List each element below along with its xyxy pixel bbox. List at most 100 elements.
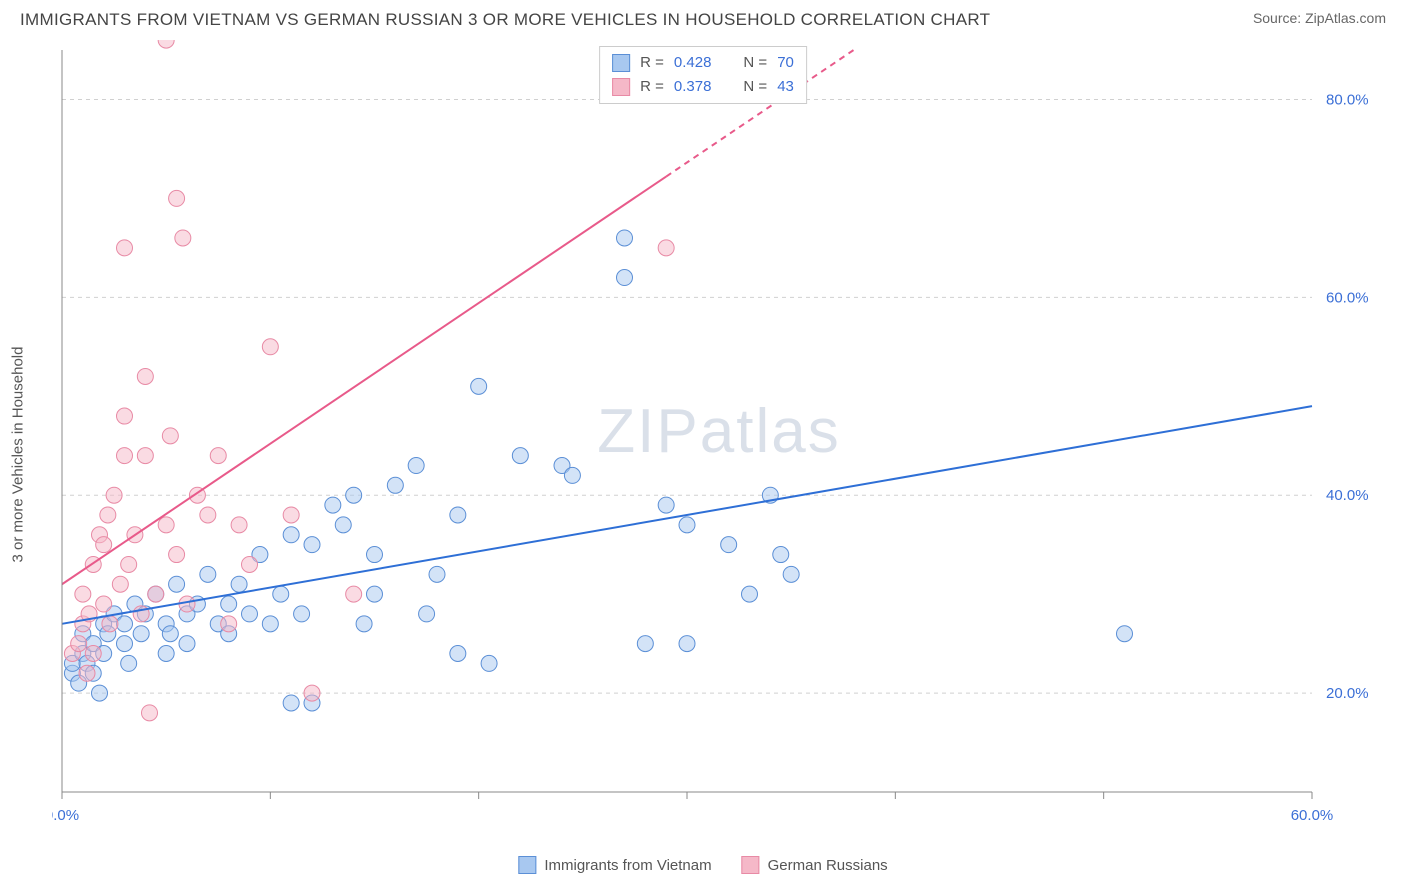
data-point <box>325 497 341 513</box>
data-point <box>564 467 580 483</box>
data-point <box>158 517 174 533</box>
data-point <box>158 645 174 661</box>
data-point <box>137 448 153 464</box>
series-legend: Immigrants from Vietnam German Russians <box>518 856 887 874</box>
data-point <box>79 665 95 681</box>
data-point <box>283 507 299 523</box>
data-point <box>742 586 758 602</box>
data-point <box>137 368 153 384</box>
data-point <box>658 497 674 513</box>
data-point <box>512 448 528 464</box>
data-point <box>117 408 133 424</box>
data-point <box>121 655 137 671</box>
data-point <box>450 645 466 661</box>
data-point <box>304 685 320 701</box>
legend-r-value: 0.378 <box>674 75 712 99</box>
correlation-legend-row: R =0.428N =70 <box>612 51 794 75</box>
data-point <box>100 507 116 523</box>
data-point <box>367 547 383 563</box>
data-point <box>162 626 178 642</box>
legend-n-label: N = <box>743 75 767 99</box>
data-point <box>304 537 320 553</box>
data-point <box>92 685 108 701</box>
data-point <box>117 636 133 652</box>
data-point <box>221 596 237 612</box>
data-point <box>117 240 133 256</box>
data-point <box>419 606 435 622</box>
data-point <box>231 517 247 533</box>
svg-text:60.0%: 60.0% <box>1291 807 1334 824</box>
data-point <box>773 547 789 563</box>
data-point <box>242 556 258 572</box>
data-point <box>71 636 87 652</box>
data-point <box>158 40 174 48</box>
correlation-legend: R = 0.428 N = 70R = 0.378 N = 43 <box>599 46 807 104</box>
data-point <box>96 596 112 612</box>
data-point <box>200 507 216 523</box>
data-point <box>273 586 289 602</box>
data-point <box>117 616 133 632</box>
data-point <box>162 428 178 444</box>
scatter-chart: 20.0%40.0%60.0%80.0%ZIPatlas0.0%60.0% <box>52 40 1386 832</box>
data-point <box>121 556 137 572</box>
legend-r-value: 0.428 <box>674 51 712 75</box>
legend-swatch <box>742 856 760 874</box>
data-point <box>262 616 278 632</box>
legend-swatch <box>518 856 536 874</box>
data-point <box>783 566 799 582</box>
data-point <box>450 507 466 523</box>
data-point <box>96 537 112 553</box>
svg-text:20.0%: 20.0% <box>1326 685 1369 702</box>
data-point <box>231 576 247 592</box>
data-point <box>169 576 185 592</box>
data-point <box>221 616 237 632</box>
legend-r-label: R = <box>640 75 664 99</box>
legend-label: Immigrants from Vietnam <box>544 857 711 874</box>
data-point <box>117 448 133 464</box>
data-point <box>679 636 695 652</box>
y-axis-label: 3 or more Vehicles in Household <box>10 347 27 563</box>
data-point <box>658 240 674 256</box>
svg-text:0.0%: 0.0% <box>52 807 79 824</box>
data-point <box>169 547 185 563</box>
svg-text:40.0%: 40.0% <box>1326 487 1369 504</box>
data-point <box>85 645 101 661</box>
data-point <box>262 339 278 355</box>
data-point <box>387 477 403 493</box>
data-point <box>169 190 185 206</box>
source-attribution: Source: ZipAtlas.com <box>1253 10 1386 26</box>
data-point <box>112 576 128 592</box>
data-point <box>133 626 149 642</box>
svg-text:80.0%: 80.0% <box>1326 91 1369 108</box>
data-point <box>617 230 633 246</box>
data-point <box>481 655 497 671</box>
data-point <box>721 537 737 553</box>
legend-item: German Russians <box>742 856 888 874</box>
data-point <box>637 636 653 652</box>
chart-title: IMMIGRANTS FROM VIETNAM VS GERMAN RUSSIA… <box>20 10 990 30</box>
data-point <box>102 616 118 632</box>
data-point <box>679 517 695 533</box>
correlation-legend-row: R = 0.378 N = 43 <box>612 75 794 99</box>
data-point <box>346 586 362 602</box>
legend-label: German Russians <box>768 857 888 874</box>
legend-n-value: 70 <box>777 51 794 75</box>
legend-n-value: 43 <box>777 75 794 99</box>
data-point <box>1117 626 1133 642</box>
data-point <box>242 606 258 622</box>
legend-r-label: R = <box>640 51 664 75</box>
data-point <box>346 487 362 503</box>
data-point <box>356 616 372 632</box>
data-point <box>75 586 91 602</box>
data-point <box>210 448 226 464</box>
svg-text:ZIPatlas: ZIPatlas <box>597 397 840 466</box>
data-point <box>408 458 424 474</box>
data-point <box>283 695 299 711</box>
data-point <box>142 705 158 721</box>
legend-swatch <box>612 54 630 72</box>
data-point <box>148 586 164 602</box>
data-point <box>471 378 487 394</box>
data-point <box>429 566 445 582</box>
data-point <box>294 606 310 622</box>
data-point <box>283 527 299 543</box>
